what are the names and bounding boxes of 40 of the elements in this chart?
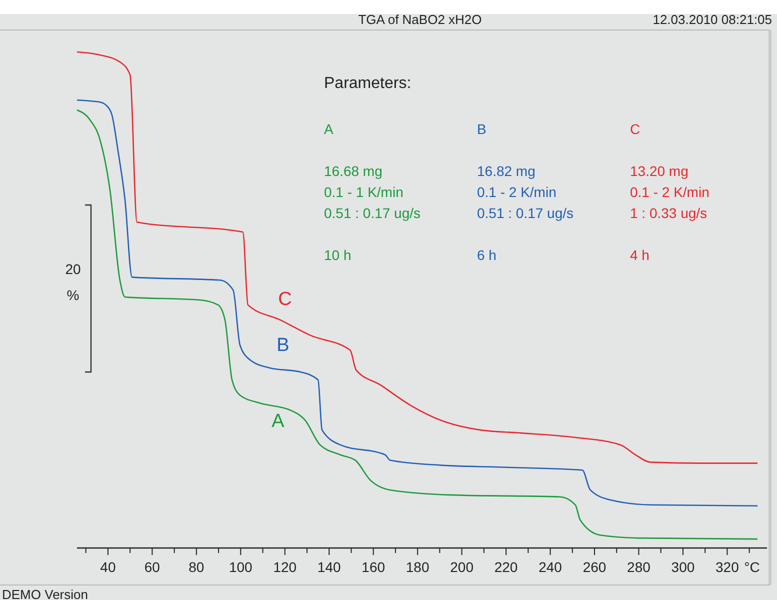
x-tick-label: 280 (627, 559, 651, 575)
x-tick-label: 140 (317, 559, 342, 575)
annotation: 6 h (477, 247, 496, 263)
x-tick-label: 100 (228, 559, 253, 575)
annotation: Parameters: (324, 75, 412, 92)
annotation: 20 (65, 261, 81, 277)
x-tick-label: 200 (450, 559, 474, 575)
x-tick-label: 60 (144, 559, 160, 575)
annotation: 16.68 mg (324, 163, 382, 179)
annotation: 0.51 : 0.17 ug/s (477, 205, 574, 221)
annotation: 4 h (630, 247, 650, 263)
x-tick-label: 240 (538, 559, 562, 575)
series-label: B (276, 335, 290, 356)
annotation: 10 h (324, 247, 352, 263)
x-axis-title: °C (744, 559, 760, 575)
annotation: C (630, 121, 640, 137)
text: DEMO Version (2, 587, 88, 600)
chart-title: TGA of NaBO2 xH2O (358, 12, 482, 27)
annotation: 16.82 mg (477, 163, 536, 179)
x-tick-label: 120 (273, 559, 297, 575)
x-tick-label: 180 (406, 559, 430, 575)
annotation: 0.1 - 2 K/min (630, 184, 710, 200)
annotation: 0.1 - 1 K/min (324, 184, 404, 200)
annotation: B (477, 121, 486, 137)
annotation: A (324, 121, 334, 137)
text: 12.03.2010 08:21:05 (652, 12, 772, 27)
x-tick-label: 80 (188, 559, 204, 575)
x-tick-label: 320 (716, 559, 740, 575)
x-tick-label: 260 (582, 559, 606, 575)
x-tick-label: 160 (362, 559, 386, 575)
annotation: 13.20 mg (630, 163, 688, 179)
x-tick-label: 40 (100, 559, 116, 575)
x-tick-label: 220 (494, 559, 518, 575)
series-label: A (272, 411, 285, 432)
annotation: % (66, 287, 80, 303)
annotation: 0.1 - 2 K/min (477, 184, 556, 200)
series-label: C (278, 289, 292, 310)
x-tick-label: 300 (671, 559, 695, 575)
annotation: 0.51 : 0.17 ug/s (324, 205, 421, 221)
annotation: 1 : 0.33 ug/s (630, 205, 708, 221)
